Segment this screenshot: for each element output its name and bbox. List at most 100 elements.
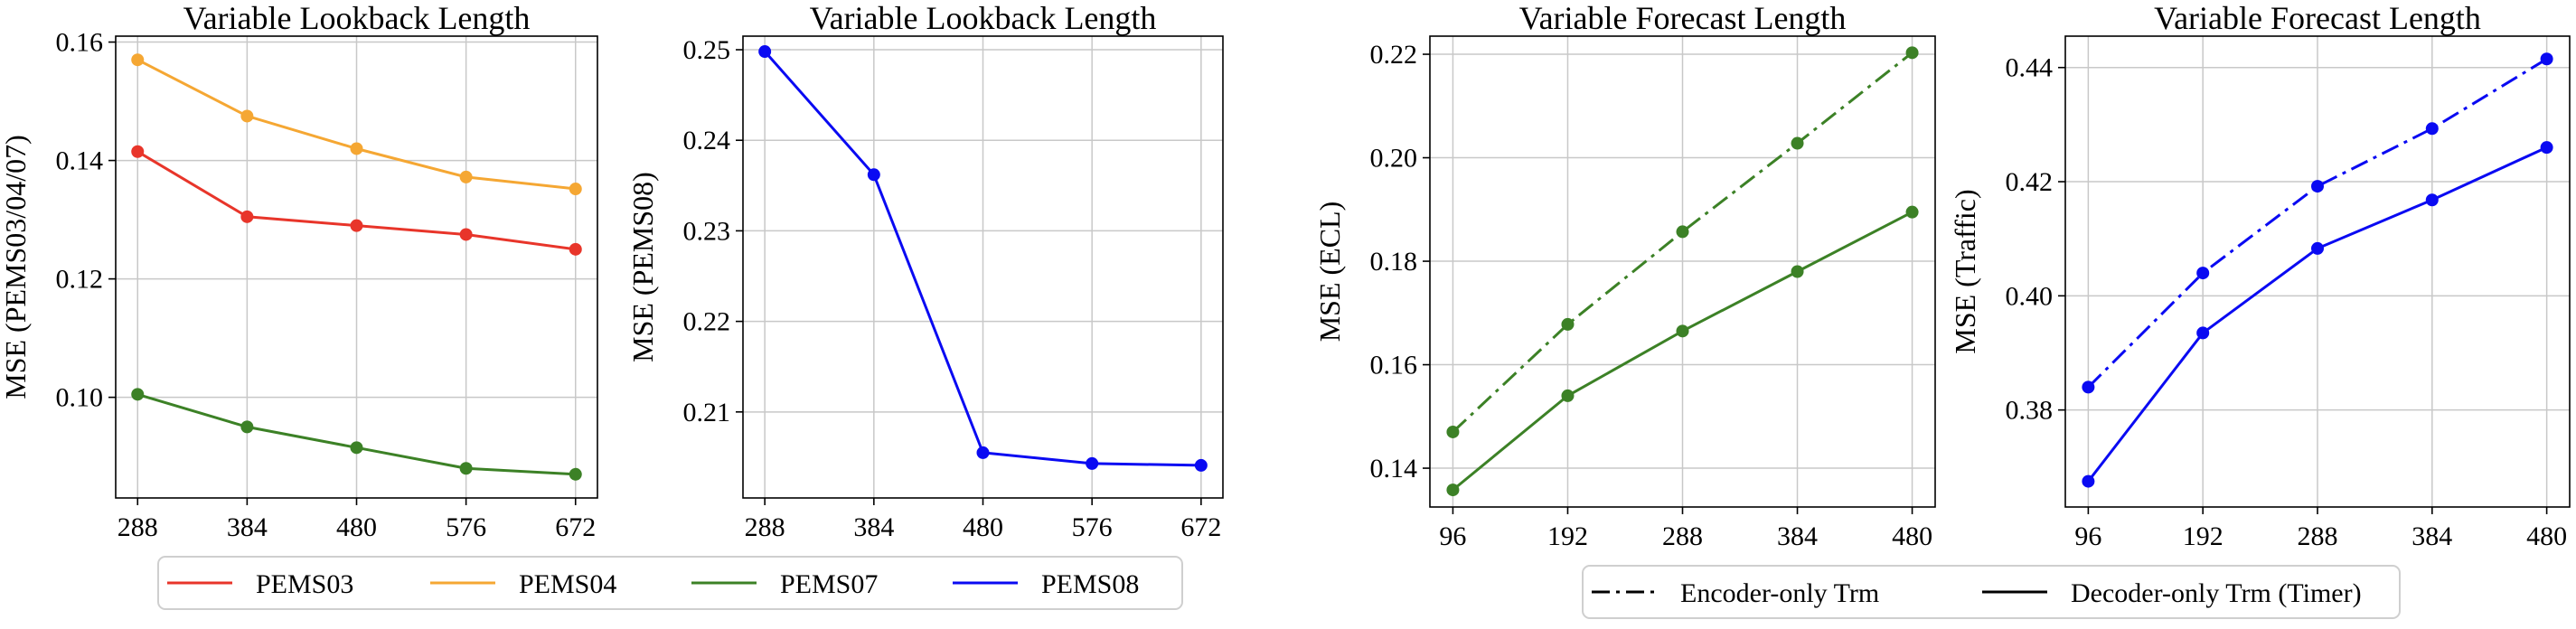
- data-point: [1446, 483, 1460, 497]
- series-line-encoder-only-trm: [2087, 58, 2548, 389]
- data-point: [459, 170, 473, 183]
- data-point: [1676, 324, 1689, 338]
- legend-box: [157, 556, 1183, 610]
- data-point: [1905, 205, 1919, 219]
- x-tick-label: 192: [1547, 521, 1588, 551]
- series-line-encoder-only-trm: [1452, 52, 1913, 434]
- data-point: [131, 53, 145, 67]
- y-tick-label: 0.10: [56, 383, 104, 413]
- data-point: [2540, 52, 2553, 66]
- y-tick-label: 0.24: [683, 126, 731, 155]
- x-tick-label: 384: [2411, 521, 2452, 551]
- panel-title: Variable Lookback Length: [810, 0, 1157, 36]
- data-point: [350, 441, 363, 455]
- data-point: [1446, 425, 1460, 438]
- data-point: [1194, 458, 1208, 472]
- data-point: [2540, 141, 2553, 155]
- y-axis-label: MSE (PEMS03/04/07): [0, 135, 32, 399]
- data-point: [240, 420, 254, 434]
- y-tick-label: 0.23: [683, 216, 731, 246]
- data-point: [569, 242, 582, 256]
- data-point: [1791, 265, 1804, 278]
- panel-title: Variable Forecast Length: [2154, 0, 2481, 36]
- panels: 288 384 480 576 672 0.10 0.12 0.14 0.16 Variable …: [0, 0, 2571, 551]
- data-point: [350, 219, 363, 232]
- data-point: [569, 467, 582, 481]
- x-tick-label: 576: [446, 512, 486, 542]
- y-tick-label: 0.25: [683, 35, 731, 65]
- legend-entry-label: PEMS03: [256, 569, 353, 599]
- data-point: [758, 45, 772, 59]
- y-tick-label: 0.14: [1370, 454, 1418, 483]
- panel-4: 96 192 288 384 480 0.38 0.40 0.42 0.44 Variable F…: [1949, 0, 2571, 551]
- legend-entry-label: Encoder-only Trm: [1680, 578, 1879, 608]
- data-point: [1561, 317, 1575, 331]
- data-point: [240, 109, 254, 123]
- y-tick-label: 0.16: [56, 28, 104, 58]
- legend-architecture: Encoder-only Trm Decoder-only Trm (Timer): [1582, 565, 2401, 619]
- x-tick-label: 192: [2183, 521, 2223, 551]
- x-tick-label: 96: [1439, 521, 1466, 551]
- y-tick-label: 0.22: [1370, 40, 1418, 70]
- data-point: [1905, 46, 1919, 60]
- x-tick-label: 480: [1892, 521, 1932, 551]
- panel-2: 288 384 480 576 672 0.21 0.22 0.23 0.24 0.25 Varia…: [626, 0, 1224, 542]
- y-tick-label: 0.16: [1370, 351, 1418, 380]
- y-axis-label: MSE (ECL): [1313, 202, 1346, 343]
- data-point: [2196, 326, 2210, 340]
- y-tick-label: 0.20: [1370, 144, 1418, 174]
- x-tick-label: 288: [2298, 521, 2338, 551]
- data-point: [1676, 225, 1689, 239]
- y-tick-label: 0.38: [2006, 396, 2054, 426]
- y-tick-label: 0.42: [2006, 167, 2054, 197]
- panel-1: 288 384 480 576 672 0.10 0.12 0.14 0.16 Variable …: [0, 0, 598, 542]
- x-tick-label: 96: [2074, 521, 2101, 551]
- y-axis-label: MSE (Traffic): [1949, 189, 1981, 353]
- panel-title: Variable Lookback Length: [183, 0, 531, 36]
- x-tick-label: 288: [118, 512, 158, 542]
- legend-entry-label: PEMS08: [1041, 569, 1139, 599]
- x-tick-label: 576: [1072, 512, 1113, 542]
- data-point: [240, 210, 254, 223]
- data-point: [2196, 267, 2210, 280]
- data-point: [2082, 474, 2095, 488]
- y-tick-label: 0.40: [2006, 281, 2054, 311]
- x-tick-label: 672: [1180, 512, 1221, 542]
- legend-entry-label: PEMS04: [519, 569, 616, 599]
- panel-title: Variable Forecast Length: [1519, 0, 1847, 36]
- data-point: [867, 168, 880, 182]
- data-point: [459, 228, 473, 241]
- data-point: [976, 446, 990, 459]
- x-tick-label: 672: [555, 512, 596, 542]
- y-tick-label: 0.12: [56, 265, 104, 295]
- data-point: [459, 462, 473, 475]
- y-tick-label: 0.22: [683, 307, 731, 337]
- data-point: [1791, 136, 1804, 150]
- x-tick-label: 480: [963, 512, 1003, 542]
- x-tick-label: 480: [2526, 521, 2567, 551]
- y-tick-label: 0.21: [683, 398, 731, 427]
- data-point: [2311, 241, 2324, 255]
- y-axis-label: MSE (PEMS08): [626, 172, 659, 362]
- y-tick-label: 0.14: [56, 146, 104, 176]
- data-point: [1561, 389, 1575, 402]
- data-point: [131, 145, 145, 158]
- data-point: [569, 183, 582, 196]
- y-tick-label: 0.44: [2006, 53, 2054, 83]
- data-point: [2311, 180, 2324, 193]
- data-point: [2082, 380, 2095, 394]
- data-point: [131, 388, 145, 401]
- data-point: [1086, 456, 1099, 470]
- panel-3: 96 192 288 384 480 0.14 0.16 0.18 0.20 0.22 Variab…: [1313, 0, 1936, 551]
- legend-entry-label: PEMS07: [780, 569, 878, 599]
- data-point: [2425, 193, 2439, 207]
- data-point: [2425, 122, 2439, 136]
- x-tick-label: 288: [1662, 521, 1703, 551]
- x-tick-label: 480: [336, 512, 377, 542]
- x-tick-label: 384: [853, 512, 894, 542]
- x-tick-label: 384: [227, 512, 268, 542]
- data-point: [350, 142, 363, 155]
- x-tick-label: 384: [1777, 521, 1818, 551]
- y-tick-label: 0.18: [1370, 247, 1418, 277]
